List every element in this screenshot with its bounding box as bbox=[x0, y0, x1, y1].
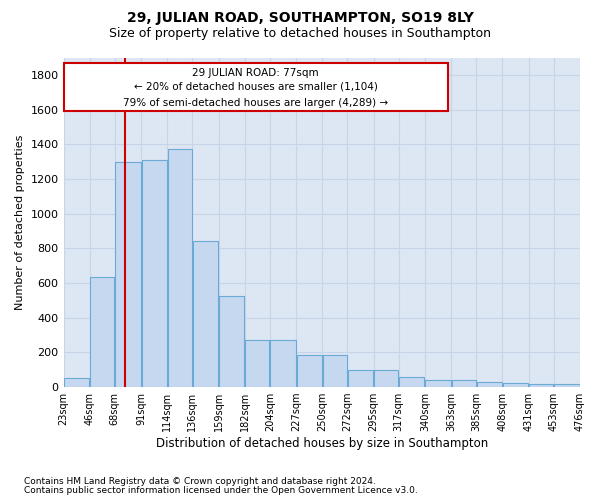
Text: Contains public sector information licensed under the Open Government Licence v3: Contains public sector information licen… bbox=[24, 486, 418, 495]
X-axis label: Distribution of detached houses by size in Southampton: Distribution of detached houses by size … bbox=[155, 437, 488, 450]
Bar bbox=[142, 160, 167, 387]
Bar bbox=[296, 355, 322, 387]
Bar bbox=[219, 296, 244, 387]
Bar bbox=[64, 378, 89, 387]
Text: 29, JULIAN ROAD, SOUTHAMPTON, SO19 8LY: 29, JULIAN ROAD, SOUTHAMPTON, SO19 8LY bbox=[127, 11, 473, 25]
Bar bbox=[503, 382, 528, 387]
Bar bbox=[168, 148, 192, 387]
Text: Contains HM Land Registry data © Crown copyright and database right 2024.: Contains HM Land Registry data © Crown c… bbox=[24, 477, 376, 486]
FancyBboxPatch shape bbox=[64, 62, 448, 112]
Bar bbox=[115, 162, 140, 387]
Bar bbox=[399, 376, 424, 387]
Text: Size of property relative to detached houses in Southampton: Size of property relative to detached ho… bbox=[109, 28, 491, 40]
Bar bbox=[323, 355, 347, 387]
Bar bbox=[90, 277, 115, 387]
Bar bbox=[425, 380, 451, 387]
Bar bbox=[452, 380, 476, 387]
Bar bbox=[193, 240, 218, 387]
Bar bbox=[271, 340, 296, 387]
Text: ← 20% of detached houses are smaller (1,104): ← 20% of detached houses are smaller (1,… bbox=[134, 82, 377, 92]
Bar bbox=[245, 340, 269, 387]
Bar bbox=[374, 370, 398, 387]
Bar bbox=[554, 384, 580, 387]
Text: 79% of semi-detached houses are larger (4,289) →: 79% of semi-detached houses are larger (… bbox=[123, 98, 388, 108]
Bar bbox=[529, 384, 553, 387]
Text: 29 JULIAN ROAD: 77sqm: 29 JULIAN ROAD: 77sqm bbox=[193, 68, 319, 78]
Y-axis label: Number of detached properties: Number of detached properties bbox=[15, 134, 25, 310]
Bar bbox=[477, 382, 502, 387]
Bar bbox=[348, 370, 373, 387]
